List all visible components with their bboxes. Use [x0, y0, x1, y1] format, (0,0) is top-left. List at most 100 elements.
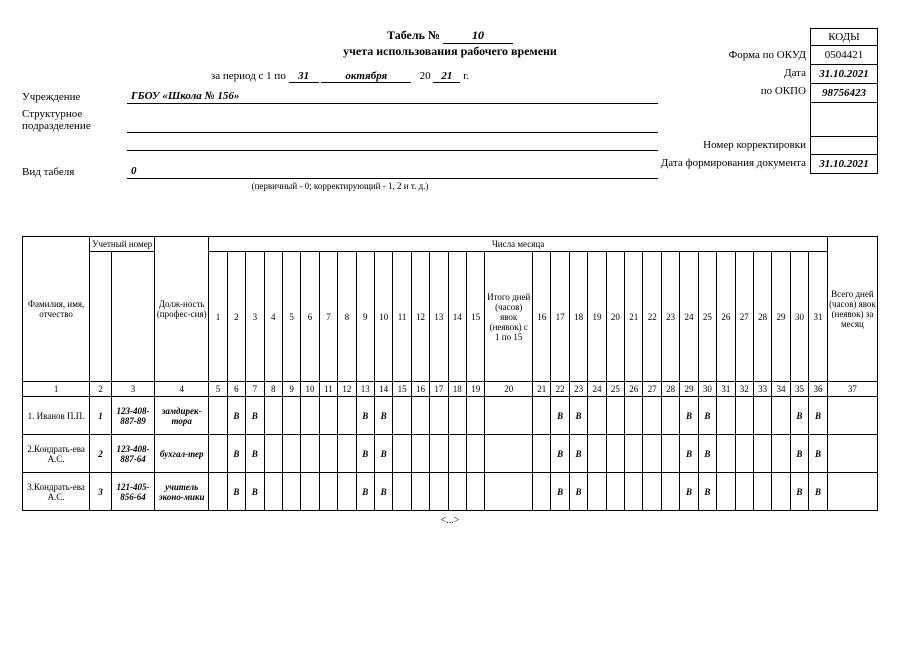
col-num: 6 [227, 382, 245, 397]
th-day: 9 [356, 252, 374, 382]
cell-day [533, 435, 551, 473]
title-number: 10 [443, 28, 513, 44]
cell-day: В [680, 473, 698, 511]
org-value: ГБОУ «Школа № 156» [127, 90, 658, 104]
th-day: 16 [533, 252, 551, 382]
code-okpo: 98756423 [811, 84, 877, 103]
cell-acct: 121-405-856-64 [111, 473, 154, 511]
cell-day [301, 397, 319, 435]
cell-acct: 123-408-887-64 [111, 435, 154, 473]
cell-day [301, 435, 319, 473]
cell-day: В [680, 435, 698, 473]
col-num: 29 [680, 382, 698, 397]
th-day: 15 [466, 252, 484, 382]
cell-acct: 123-408-887-89 [111, 397, 154, 435]
cell-day [448, 473, 466, 511]
col-num: 19 [466, 382, 484, 397]
th-day: 25 [698, 252, 716, 382]
col-num: 37 [827, 382, 877, 397]
cell-rownum: 2 [90, 435, 112, 473]
label-date: Дата [656, 64, 806, 82]
cell-pos: учитель эконо-мики [155, 473, 209, 511]
col-num: 20 [485, 382, 533, 397]
cell-day [448, 435, 466, 473]
th-day: 22 [643, 252, 661, 382]
cell-day [319, 473, 337, 511]
cell-day [735, 435, 753, 473]
col-num: 28 [661, 382, 679, 397]
cell-day: В [698, 397, 716, 435]
left-fields: Учреждение ГБОУ «Школа № 156» Структурно… [22, 90, 658, 191]
org-label: Учреждение [22, 91, 127, 104]
col-num: 18 [448, 382, 466, 397]
cell-day: В [809, 435, 828, 473]
col-num: 7 [246, 382, 264, 397]
cell-rownum: 1 [90, 397, 112, 435]
th-day: 10 [374, 252, 392, 382]
th-mid: Итого дней (часов) явок (неявок) с 1 по … [485, 252, 533, 382]
col-num: 21 [533, 382, 551, 397]
cell-day [209, 397, 227, 435]
label-okpo: по ОКПО [656, 82, 806, 100]
cell-day: В [227, 397, 245, 435]
th-day: 4 [264, 252, 282, 382]
period-day: 31 [289, 70, 319, 83]
col-num: 9 [282, 382, 300, 397]
cell-day [661, 473, 679, 511]
type-label: Вид табеля [22, 166, 127, 179]
col-num: 11 [319, 382, 337, 397]
th-day: 5 [282, 252, 300, 382]
cell-day [430, 435, 448, 473]
th-day: 13 [430, 252, 448, 382]
dept-value-2 [127, 137, 658, 151]
cell-day [448, 397, 466, 435]
cell-day [301, 473, 319, 511]
col-num: 10 [301, 382, 319, 397]
cell-day [606, 397, 624, 435]
cell-day [319, 435, 337, 473]
period-month: октября [321, 70, 411, 83]
code-empty2 [811, 137, 877, 155]
th-day: 14 [448, 252, 466, 382]
th-day: 24 [680, 252, 698, 382]
th-day: 29 [772, 252, 790, 382]
col-num: 4 [155, 382, 209, 397]
cell-name: 1. Иванов П.П. [23, 397, 90, 435]
cell-day [625, 473, 643, 511]
cell-day [772, 473, 790, 511]
cell-day [466, 435, 484, 473]
th-day: 2 [227, 252, 245, 382]
code-empty1 [811, 103, 877, 137]
cell-day [717, 473, 735, 511]
cell-day: В [790, 397, 808, 435]
cell-day: В [356, 397, 374, 435]
col-num: 14 [374, 382, 392, 397]
cell-day: В [790, 435, 808, 473]
col-num: 32 [735, 382, 753, 397]
th-day: 6 [301, 252, 319, 382]
col-num: 24 [588, 382, 606, 397]
th-total: Всего дней (часов) явок (неявок) за меся… [827, 237, 877, 382]
cell-day: В [809, 397, 828, 435]
cell-day: В [374, 473, 392, 511]
cell-day [753, 435, 771, 473]
th-day: 20 [606, 252, 624, 382]
cell-day [753, 397, 771, 435]
cell-day [393, 397, 411, 435]
cell-day: В [246, 397, 264, 435]
cell-day [643, 397, 661, 435]
th-day: 31 [809, 252, 828, 382]
col-num: 23 [569, 382, 587, 397]
col-num: 15 [393, 382, 411, 397]
cell-day [772, 397, 790, 435]
period-prefix: за период с 1 по [211, 70, 286, 82]
cell-day [393, 473, 411, 511]
th-day: 11 [393, 252, 411, 382]
th-day: 18 [569, 252, 587, 382]
col-num: 33 [753, 382, 771, 397]
code-date: 31.10.2021 [811, 65, 877, 84]
cell-day: В [551, 435, 569, 473]
cell-day [466, 397, 484, 435]
col-num: 31 [717, 382, 735, 397]
th-day: 23 [661, 252, 679, 382]
